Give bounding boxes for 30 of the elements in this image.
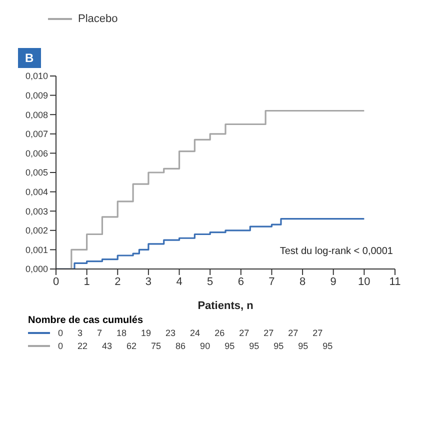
y-tick-label: 0,008 xyxy=(25,110,48,120)
x-tick-label: 5 xyxy=(207,276,214,288)
x-tick-label: 8 xyxy=(299,276,306,288)
x-axis-title: Patients, n xyxy=(198,300,254,312)
x-tick-label: 0 xyxy=(52,276,60,288)
x-tick-label: 10 xyxy=(358,276,370,288)
text: 0 22 43 62 75 86 90 95 95 95 95 95 xyxy=(58,340,333,350)
y-tick-label: 0,006 xyxy=(25,148,48,158)
y-tick-label: 0,010 xyxy=(25,71,48,82)
y-tick-label: 0,001 xyxy=(25,244,48,255)
x-tick-label: 2 xyxy=(114,276,121,288)
y-tick-label: 0,003 xyxy=(25,206,48,216)
x-tick-label: 6 xyxy=(238,276,244,288)
y-tick-label: 0,007 xyxy=(25,129,48,140)
y-tick-label: 0,005 xyxy=(25,168,48,178)
annotation: Test du log-rank < 0,0001 xyxy=(280,246,393,257)
x-tick-label: 1 xyxy=(84,276,90,288)
text: 0 3 7 18 19 23 24 26 27 27 27 27 xyxy=(58,328,323,338)
chart-title: B xyxy=(18,48,41,68)
x-tick-label: 3 xyxy=(145,276,152,288)
y-tick-label: 0,000 xyxy=(25,264,48,274)
x-tick-label: 11 xyxy=(389,276,401,288)
y-tick-label: 0,002 xyxy=(25,226,48,236)
x-tick-label: 4 xyxy=(176,276,182,288)
x-tick-label: 9 xyxy=(330,276,336,288)
text: Nombre de cas cumulés xyxy=(28,315,144,326)
x-tick-label: 7 xyxy=(268,276,275,288)
y-tick-label: 0,004 xyxy=(25,186,48,197)
y-tick-label: 0,009 xyxy=(25,90,48,100)
legend-label: Placebo xyxy=(77,13,118,25)
